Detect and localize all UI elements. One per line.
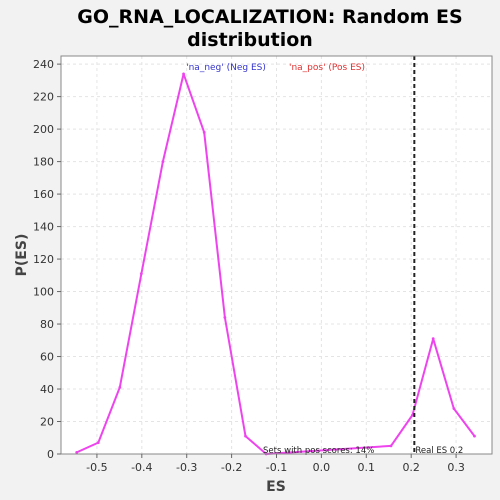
data-point xyxy=(202,130,206,134)
y-tick-label: 20 xyxy=(40,416,54,429)
x-tick-label: -0.3 xyxy=(176,461,197,474)
y-tick-label: 60 xyxy=(40,351,54,364)
y-tick-label: 160 xyxy=(33,188,54,201)
data-point xyxy=(161,160,165,163)
y-tick-label: 140 xyxy=(33,221,54,234)
y-tick-label: 0 xyxy=(47,448,54,461)
x-tick-label: -0.1 xyxy=(266,461,287,474)
data-point xyxy=(182,72,185,76)
x-axis-ticks: -0.5 -0.4 -0.3 -0.2 -0.1 0.0 0.1 0.2 0.3 xyxy=(86,454,465,474)
data-point xyxy=(223,316,227,319)
y-tick-label: 220 xyxy=(33,91,54,104)
pos-scores-annotation: Sets with pos scores: 14% xyxy=(263,446,374,456)
x-axis-label: ES xyxy=(266,479,286,495)
x-tick-label: -0.2 xyxy=(221,461,242,474)
legend-entry: 'na_neg' (Neg ES) xyxy=(186,63,266,73)
y-tick-label: 200 xyxy=(33,123,54,136)
data-point xyxy=(139,272,143,276)
data-point xyxy=(431,337,435,341)
legend-entry: 'na_pos' (Pos ES) xyxy=(289,63,365,73)
y-tick-label: 240 xyxy=(33,58,54,71)
data-point xyxy=(75,450,79,454)
y-tick-label: 40 xyxy=(40,383,54,396)
y-tick-label: 80 xyxy=(40,318,54,331)
chart-title-line-2: distribution xyxy=(187,29,313,51)
y-tick-label: 120 xyxy=(33,253,54,266)
x-tick-label: 0.1 xyxy=(358,461,376,474)
data-point xyxy=(389,444,393,448)
data-point xyxy=(452,407,456,410)
y-tick-label: 180 xyxy=(33,156,54,169)
data-point xyxy=(411,413,414,417)
data-point xyxy=(96,441,100,445)
y-tick-label: 100 xyxy=(33,286,54,299)
chart-title-line-1: GO_RNA_LOCALIZATION: Random ES xyxy=(77,6,462,28)
y-axis-label: P(ES) xyxy=(14,234,30,277)
x-tick-label: 0.2 xyxy=(402,461,420,474)
x-tick-label: -0.5 xyxy=(86,461,107,474)
data-point xyxy=(473,434,476,438)
legend: 'na_neg' (Neg ES) 'na_pos' (Pos ES) xyxy=(186,63,365,73)
x-tick-label: 0.3 xyxy=(447,461,465,474)
real-es-label: Real ES 0.2 xyxy=(415,446,463,456)
data-point xyxy=(244,434,247,438)
x-tick-label: 0.0 xyxy=(313,461,331,474)
x-tick-label: -0.4 xyxy=(131,461,152,474)
data-point xyxy=(118,385,122,389)
gridlines xyxy=(61,56,492,455)
y-axis-ticks: 0 20 40 60 80 100 120 140 160 180 200 220 240 xyxy=(33,58,61,461)
